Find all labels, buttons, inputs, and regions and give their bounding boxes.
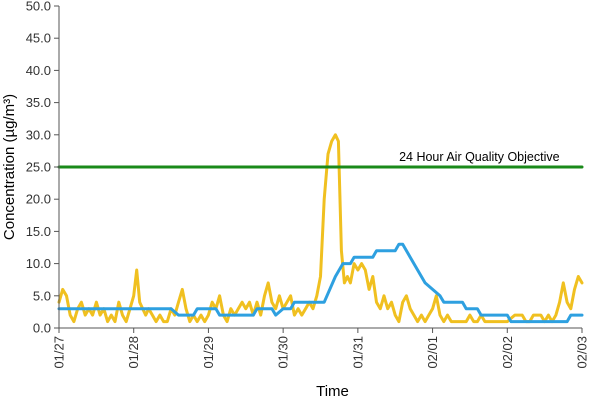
y-tick-label: 15.0 xyxy=(26,224,51,239)
series-line-blue xyxy=(57,242,584,324)
x-tick-label: 01/30 xyxy=(276,336,291,369)
series-line-yellow xyxy=(57,133,584,324)
x-tick-label: 01/29 xyxy=(201,336,216,369)
x-tick-label: 01/28 xyxy=(126,336,141,369)
y-tick-label: 5.0 xyxy=(33,288,51,303)
series-layer xyxy=(57,133,584,324)
y-tick-label: 20.0 xyxy=(26,192,51,207)
x-tick-label: 01/27 xyxy=(52,336,67,369)
axes-layer: 0.0 5.0 10.0 15.0 20.0 25.0 30.0 35.0 40.0 45.0 50… xyxy=(26,0,590,369)
x-axis-title: Time xyxy=(316,383,349,400)
y-axis-title: Concentration (µg/m³) xyxy=(1,94,18,240)
y-tick-label: 50.0 xyxy=(26,0,51,14)
annotation-air-quality-objective: 24 Hour Air Quality Objective xyxy=(399,150,560,164)
x-tick-label: 02/01 xyxy=(425,336,440,369)
y-tick-label: 25.0 xyxy=(26,160,51,175)
y-tick-label: 45.0 xyxy=(26,31,51,46)
x-tick-label: 02/02 xyxy=(500,336,515,369)
y-tick-label: 0.0 xyxy=(33,321,51,336)
y-tick-label: 40.0 xyxy=(26,63,51,78)
y-tick-label: 10.0 xyxy=(26,256,51,271)
y-tick-label: 35.0 xyxy=(26,95,51,110)
x-tick-label: 02/03 xyxy=(575,336,590,369)
y-tick-label: 30.0 xyxy=(26,127,51,142)
x-tick-label: 01/31 xyxy=(350,336,365,369)
